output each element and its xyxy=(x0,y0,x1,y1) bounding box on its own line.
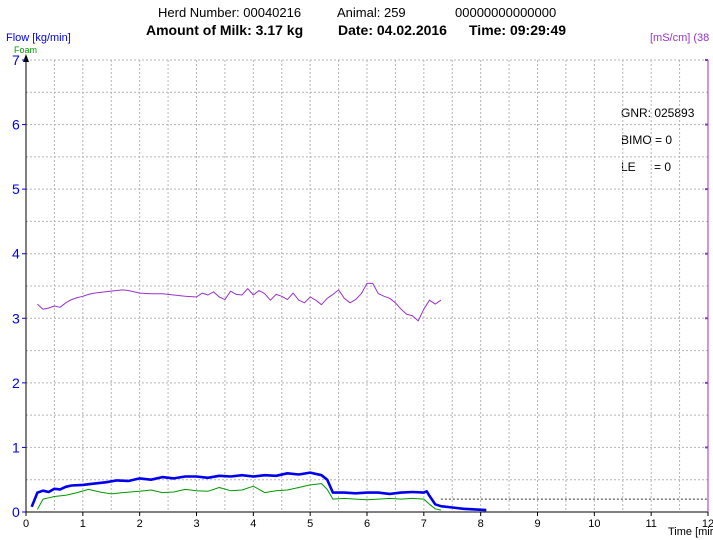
x-tick-label: 4 xyxy=(250,518,256,530)
x-tick-label: 8 xyxy=(478,518,484,530)
x-tick-label: 10 xyxy=(588,518,600,530)
x-tick-label: 0 xyxy=(23,518,29,530)
y-tick-label: 0 xyxy=(12,504,20,520)
y-tick-label: 6 xyxy=(12,117,20,133)
x-tick-label: 9 xyxy=(534,518,540,530)
y-tick-label: 1 xyxy=(12,439,20,455)
x-tick-label: 2 xyxy=(137,518,143,530)
foam-series-line xyxy=(37,484,441,511)
y-tick-label: 4 xyxy=(12,246,20,262)
conductivity-series-line xyxy=(37,283,441,321)
x-tick-label: 12 xyxy=(702,518,713,530)
y-tick-label: 2 xyxy=(12,375,20,391)
y-tick-label: 3 xyxy=(12,310,20,326)
y-tick-label: 7 xyxy=(12,52,20,68)
y-tick-label: 5 xyxy=(12,181,20,197)
x-tick-label: 1 xyxy=(80,518,86,530)
x-tick-label: 7 xyxy=(421,518,427,530)
x-tick-label: 3 xyxy=(193,518,199,530)
x-tick-label: 6 xyxy=(364,518,370,530)
y-axis-arrow xyxy=(23,54,29,62)
x-tick-label: 11 xyxy=(645,518,656,530)
x-tick-label: 5 xyxy=(307,518,313,530)
flow-series-line xyxy=(32,473,487,511)
